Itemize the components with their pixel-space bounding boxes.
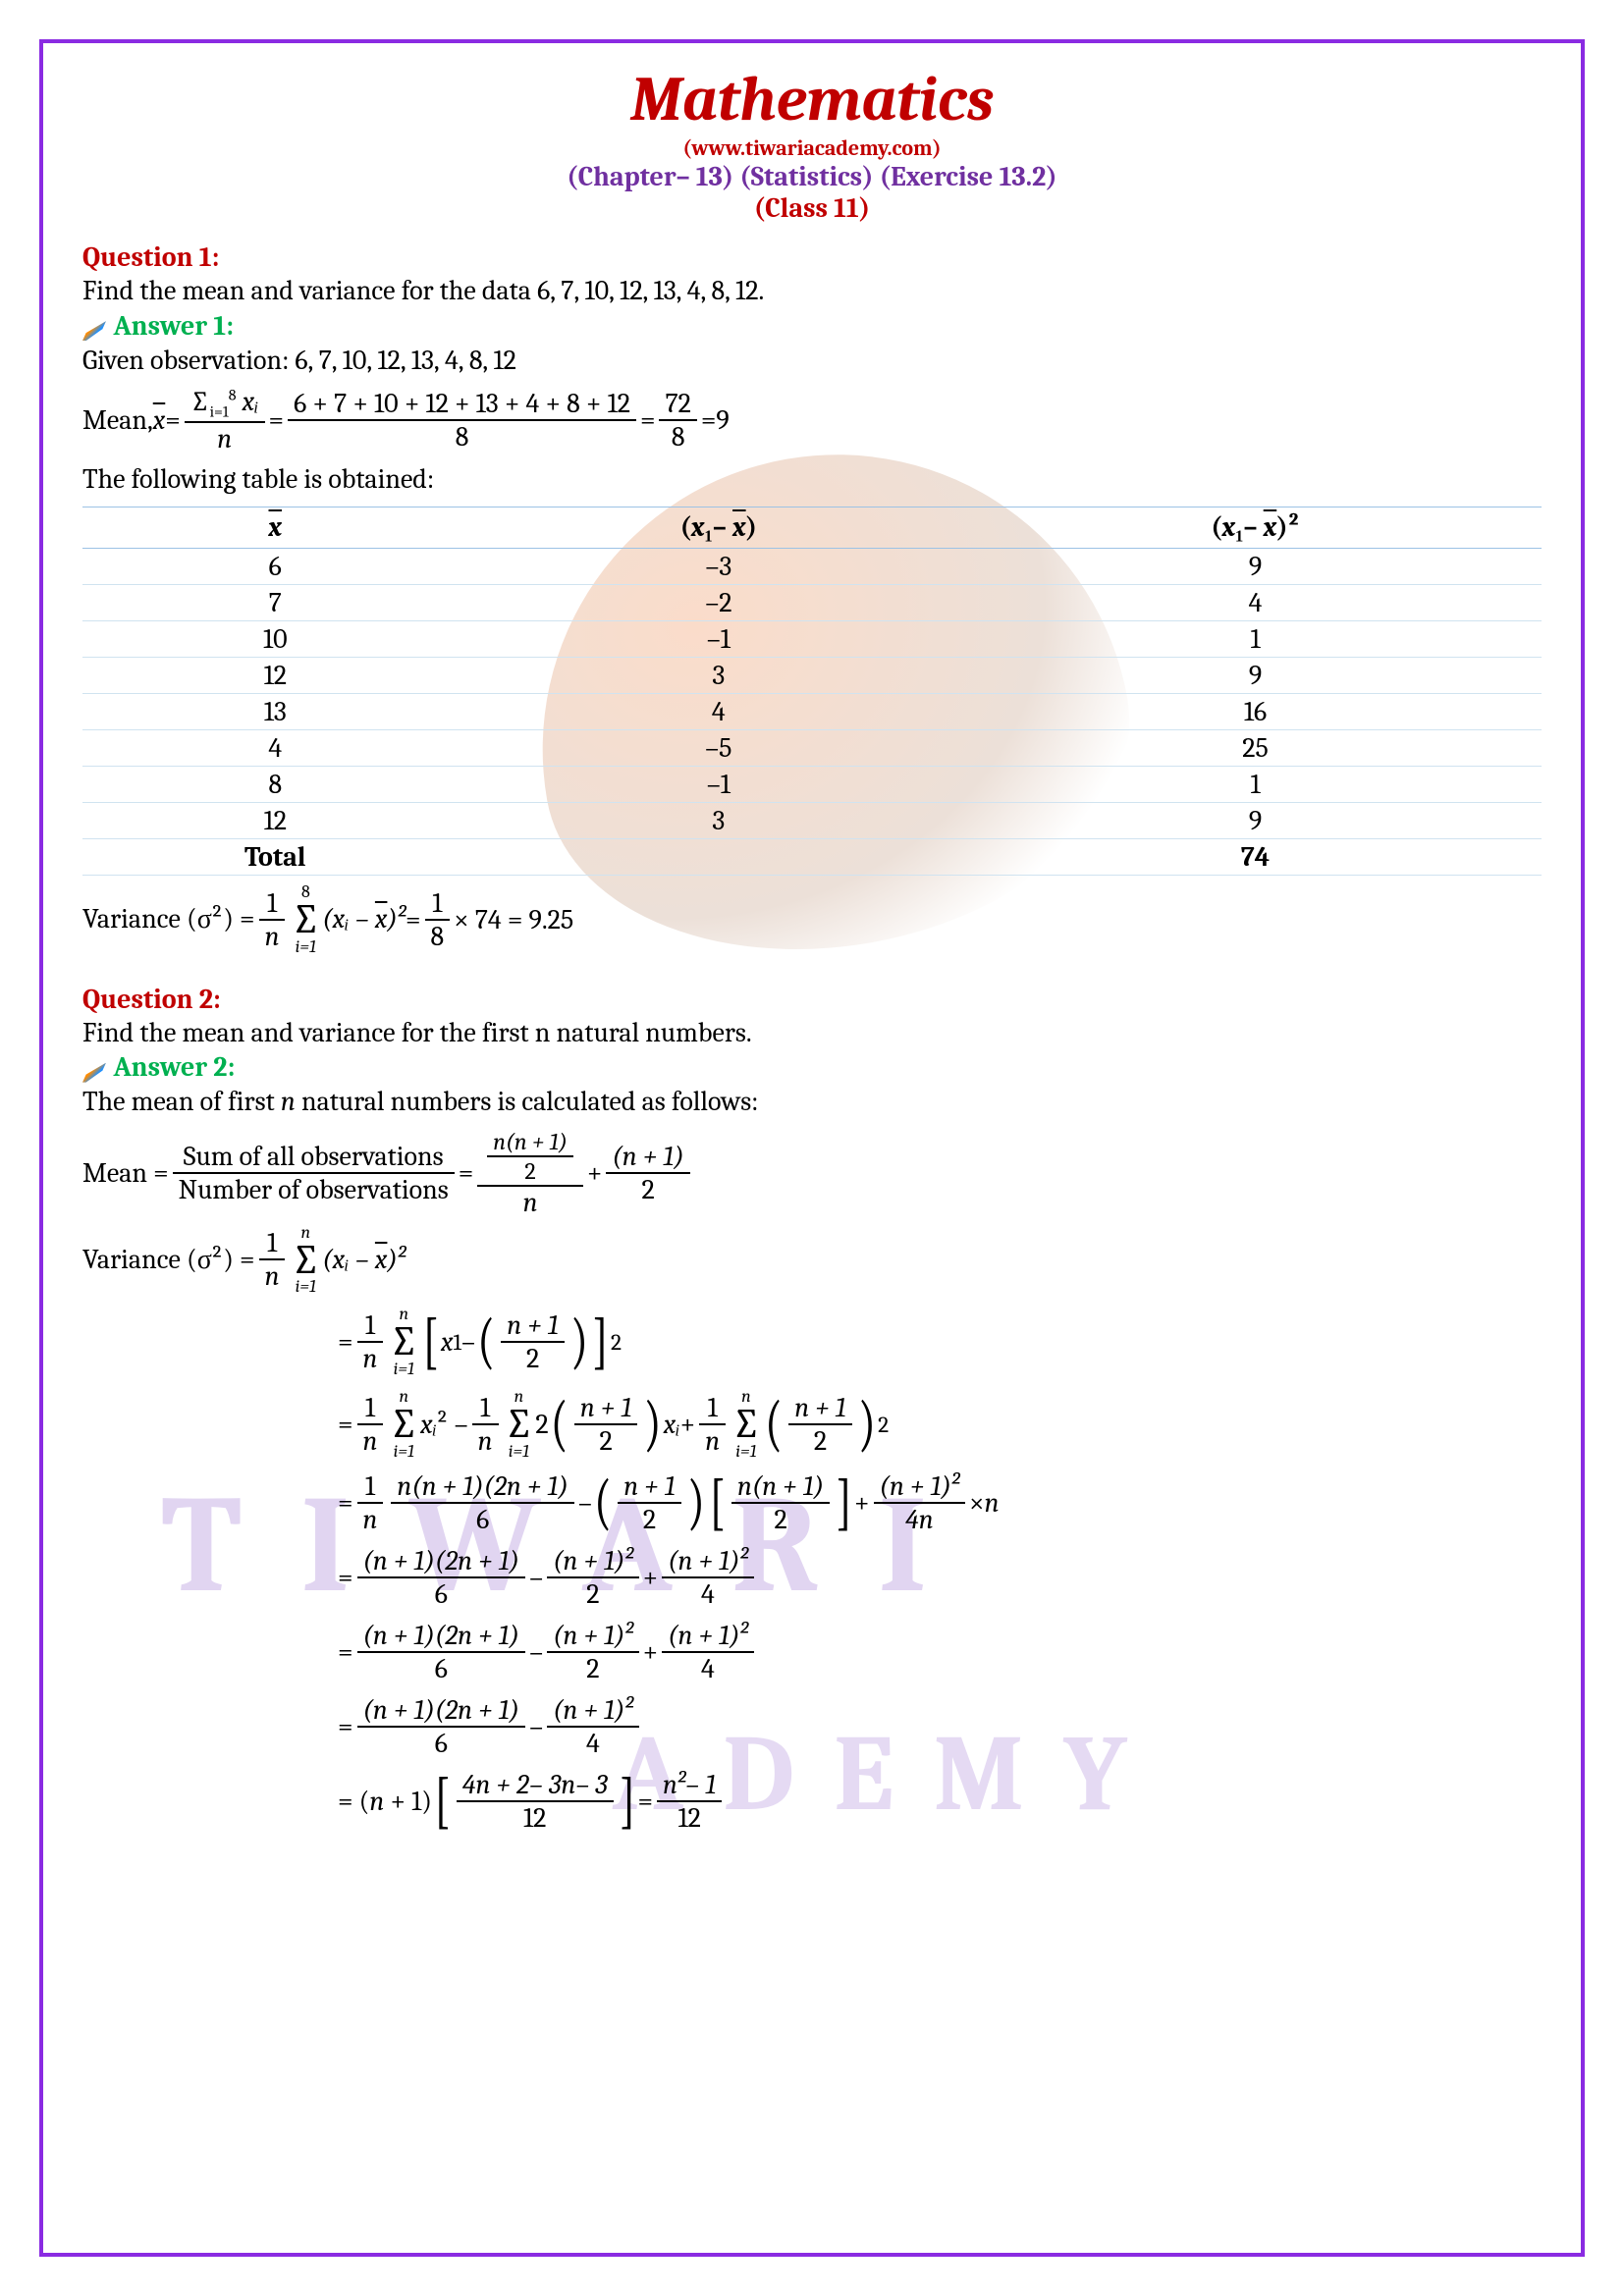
table-cell: 3 <box>468 657 970 693</box>
mean-n2: 8 <box>659 421 696 453</box>
vf-bot: n <box>259 921 286 952</box>
plus: + <box>587 1157 603 1189</box>
vf-top: 1 <box>259 887 286 921</box>
q2-step-5: = (n + 1)(2n + 1)6 – (n + 1)²2 + (n + 1)… <box>338 1545 1542 1610</box>
total-empty <box>468 838 970 875</box>
table-cell: –2 <box>468 584 970 620</box>
col-dev-sq: (x₁– x)² <box>969 507 1542 548</box>
table-cell: 10 <box>82 620 468 657</box>
question-1-text: Find the mean and variance for the data … <box>82 273 1542 310</box>
mean-word-top: Sum of all observations <box>173 1141 455 1174</box>
mean-label: Mean, <box>82 404 153 436</box>
table-header-row: x (x₁– x) (x₁– x)² <box>82 507 1542 548</box>
table-row: 13416 <box>82 693 1542 729</box>
vc-top: 1 <box>425 887 451 921</box>
table-cell: 25 <box>969 729 1542 766</box>
question-2-text: Find the mean and variance for the first… <box>82 1015 1542 1052</box>
vc-bot: 8 <box>425 921 451 952</box>
q2-intro: The mean of first n natural numbers is c… <box>82 1083 1542 1121</box>
col-x: x <box>82 507 468 548</box>
table-cell: 12 <box>82 802 468 838</box>
mean-sum: 6 + 7 + 10 + 12 + 13 + 4 + 8 + 12 <box>288 388 636 421</box>
mean-n: 8 <box>288 421 636 453</box>
table-row: 1239 <box>82 802 1542 838</box>
table-cell: 8 <box>82 766 468 802</box>
total-label: Total <box>82 838 468 875</box>
mean-total: 72 <box>659 388 696 421</box>
mean-end-bot: 2 <box>606 1174 689 1205</box>
q1-variance-equation: Variance (σ²) = 1n 8∑i=1 (xᵢ – x)² = 18 … <box>82 883 1542 956</box>
table-cell: 3 <box>468 802 970 838</box>
q2-step-4: = 1n n(n + 1)(2n + 1)6 – (n + 12) [n(n +… <box>338 1470 1542 1535</box>
table-cell: 1 <box>969 620 1542 657</box>
col-dev: (x₁– x) <box>468 507 970 548</box>
table-cell: –1 <box>468 620 970 657</box>
table-cell: 4 <box>82 729 468 766</box>
table-cell: –5 <box>468 729 970 766</box>
variance-label: Variance (σ²) = <box>82 903 255 935</box>
table-cell: 4 <box>468 693 970 729</box>
table-cell: 13 <box>82 693 468 729</box>
table-cell: 7 <box>82 584 468 620</box>
table-cell: 12 <box>82 657 468 693</box>
pencil-icon <box>82 1063 106 1083</box>
q2-mean-equation: Mean = Sum of all observations Number of… <box>82 1128 1542 1218</box>
q2-step-3: = 1n n∑i=1 xᵢ² – 1n n∑i=1 2 (n + 12) xᵢ … <box>338 1388 1542 1461</box>
mean-end-top: (n + 1) <box>606 1141 689 1174</box>
pencil-icon <box>82 321 106 341</box>
table-cell: –3 <box>468 548 970 584</box>
table-row: 4–525 <box>82 729 1542 766</box>
total-value: 74 <box>969 838 1542 875</box>
site-link: (www.tiwariacademy.com) <box>82 135 1542 161</box>
table-cell: 16 <box>969 693 1542 729</box>
mean-word-bot: Number of observations <box>173 1174 455 1205</box>
question-1-label: Question 1: <box>82 241 1542 273</box>
q1-given: Given observation: 6, 7, 10, 12, 13, 4, … <box>82 342 1542 380</box>
final-bracket-bot: 12 <box>457 1802 614 1834</box>
q1-table-intro: The following table is obtained: <box>82 460 1542 499</box>
q2-step-8: = (n + 1) [ 4n + 2– 3n– 312 ] = n²– 112 <box>338 1769 1542 1834</box>
answer-1-label: Answer 1: <box>114 310 234 342</box>
table-row: 10–11 <box>82 620 1542 657</box>
q1-mean-equation: Mean, x = ∑i=18 xᵢ n = 6 + 7 + 10 + 12 +… <box>82 386 1542 454</box>
class-line: (Class 11) <box>82 192 1542 224</box>
sig-bot: i=1 <box>291 938 320 956</box>
answer-2-label: Answer 2: <box>114 1051 236 1083</box>
table-cell: 4 <box>969 584 1542 620</box>
table-cell: 9 <box>969 548 1542 584</box>
table-row: 8–11 <box>82 766 1542 802</box>
page-title: Mathematics <box>82 63 1542 135</box>
final-result-top: n²– 1 <box>657 1769 722 1802</box>
question-2-label: Question 2: <box>82 984 1542 1015</box>
q2-step-6: = (n + 1)(2n + 1)6 – (n + 1)²2 + (n + 1)… <box>338 1620 1542 1684</box>
table-cell: 6 <box>82 548 468 584</box>
table-total-row: Total 74 <box>82 838 1542 875</box>
final-bracket-top: 4n + 2– 3n– 3 <box>457 1769 614 1802</box>
q2-step-2: = 1n n∑i=1 [ x1 – (n + 12) ]2 <box>338 1306 1542 1378</box>
table-row: 7–24 <box>82 584 1542 620</box>
table-row: 6–39 <box>82 548 1542 584</box>
table-cell: –1 <box>468 766 970 802</box>
table-cell: 1 <box>969 766 1542 802</box>
q2-step-7: = (n + 1)(2n + 1)6 – (n + 1)²4 <box>338 1694 1542 1759</box>
chapter-line: (Chapter– 13) (Statistics) (Exercise 13.… <box>82 161 1542 192</box>
variance-result: × 74 = 9.25 <box>454 904 573 935</box>
final-result-bot: 12 <box>657 1802 722 1834</box>
q2-mean-label: Mean = <box>82 1157 169 1189</box>
q1-table: x (x₁– x) (x₁– x)² 6–397–2410–1112391341… <box>82 507 1542 876</box>
mean-result: 9 <box>716 404 729 436</box>
q2-variance-line1: Variance (σ²) = 1n n∑i=1 (xᵢ – x)² <box>82 1224 1542 1297</box>
table-cell: 9 <box>969 657 1542 693</box>
q2-var-label: Variance (σ²) = <box>82 1244 255 1276</box>
table-row: 1239 <box>82 657 1542 693</box>
table-cell: 9 <box>969 802 1542 838</box>
